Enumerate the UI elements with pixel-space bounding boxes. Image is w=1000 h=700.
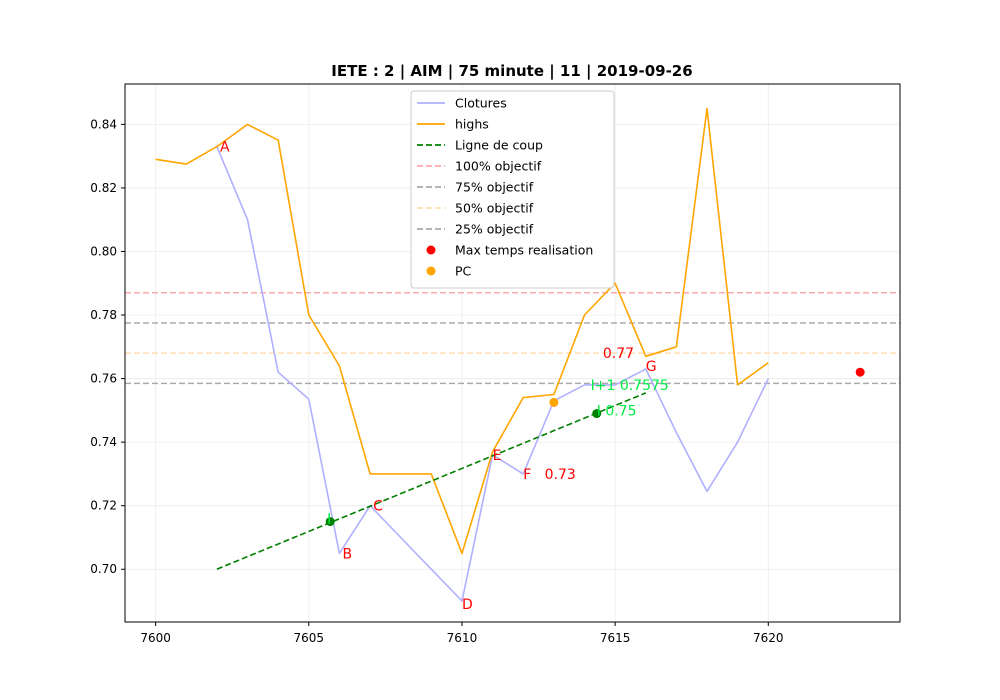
x-tick-label: 7615: [600, 631, 631, 645]
y-tick-label: 0.80: [90, 244, 117, 258]
annotation-label: C: [373, 499, 383, 515]
annotation-label: G: [646, 359, 657, 375]
point-max-temps-realisation: [855, 367, 865, 377]
y-tick-label: 0.72: [90, 499, 117, 513]
y-tick-label: 0.84: [90, 117, 117, 131]
points-layer: [325, 367, 865, 527]
legend-label: 25% objectif: [455, 222, 534, 237]
series-layer: [155, 107, 770, 602]
series-highs: [155, 107, 769, 555]
annotation-label: I: [327, 511, 331, 527]
annotation-label: 0.77: [603, 346, 634, 362]
x-tick-label: 7600: [140, 631, 171, 645]
plot-frame: [124, 83, 901, 623]
series-clotures: [216, 146, 770, 602]
legend-swatch: [426, 245, 436, 255]
x-tick-label: 7605: [294, 631, 325, 645]
annotation-label: F: [523, 467, 531, 483]
point-ligne-de-coup: [592, 409, 602, 419]
annotation-label: I+1 0.7575: [591, 378, 669, 394]
annotation-label: E: [493, 448, 502, 464]
chart-title: IETE : 2 | AIM | 75 minute | 11 | 2019-0…: [331, 62, 692, 81]
y-tick-label: 0.70: [90, 562, 117, 576]
legend-box: [410, 90, 615, 289]
annotation-label: A: [220, 140, 230, 156]
annotation-label: I 0.75: [597, 403, 637, 419]
legend-label: PC: [455, 264, 472, 279]
x-tick-label: 7620: [753, 631, 784, 645]
y-tick-label: 0.76: [90, 372, 117, 386]
annotations-layer: A B C D E F 0.73 G 0.77 I I+1 0.7575 I 0.75: [220, 140, 669, 614]
legend-label: 100% objectif: [455, 159, 542, 174]
point-pc: [549, 397, 559, 407]
legend-label: Ligne de coup: [455, 138, 543, 153]
point-ligne-de-coup: [325, 517, 335, 527]
annotation-label: D: [462, 597, 473, 613]
y-tick-label: 0.78: [90, 308, 117, 322]
x-tick-label: 7610: [447, 631, 478, 645]
legend-label: 75% objectif: [455, 180, 534, 195]
y-tick-label: 0.82: [90, 181, 117, 195]
x-axis: 7600 7605 7610 7615 7620: [140, 622, 784, 645]
legend-label: Max temps realisation: [455, 243, 593, 258]
annotation-label: 0.73: [545, 467, 576, 483]
annotation-label: B: [342, 546, 352, 562]
objective-lines: [125, 292, 900, 385]
legend-label: Clotures: [455, 96, 507, 111]
y-tick-label: 0.74: [90, 435, 117, 449]
series-ligne-de-coup: [216, 392, 647, 570]
legend: Clotures highs Ligne de coup 100% objectif 7…: [410, 90, 615, 289]
y-axis: 0.70 0.72 0.74 0.76 0.78 0.80 0.82 0.84: [90, 117, 125, 576]
legend-label: highs: [455, 117, 489, 132]
legend-swatch: [426, 266, 436, 276]
legend-label: 50% objectif: [455, 201, 534, 216]
